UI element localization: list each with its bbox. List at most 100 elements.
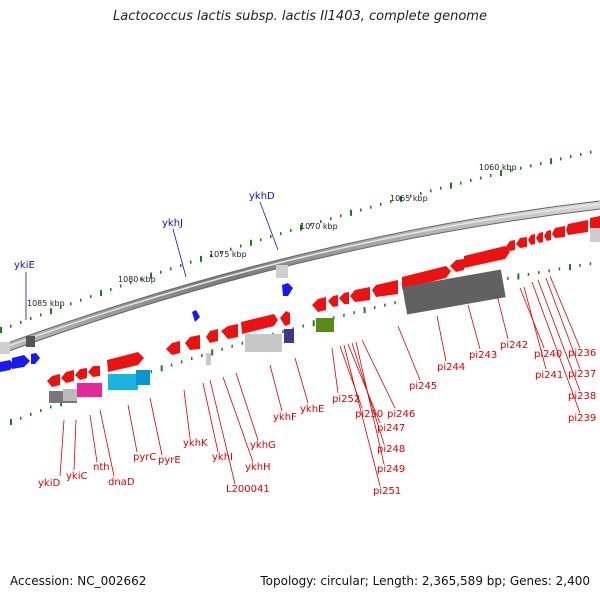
scale-labels: 1085 kbp 1080 kbp 1075 kbp 1070 kbp 1065… [27,163,517,308]
scale-tick [538,271,540,275]
gene-label: pi252 [332,394,360,405]
scale-tick [80,298,82,302]
leader-line [355,341,385,465]
scale-tick [320,220,322,224]
scale-tick [558,267,561,271]
scale-tick [200,255,202,262]
leader-line [545,277,581,370]
gene-label: pi246 [387,409,415,420]
gene-label: pi240 [534,349,562,360]
scale-tick [410,194,412,198]
leader-line [127,404,138,453]
scale-tick [540,162,542,165]
gene-label: ykhE [300,404,324,415]
scale-tick [120,284,122,288]
scale-tick [210,254,212,258]
scale-tick [333,316,335,320]
gene-label: pyrC [133,452,156,463]
accession-text: Accession: NC_002662 [10,574,147,588]
leader-line [183,389,191,439]
gene-label: pi238 [568,391,596,402]
scale-tick [520,166,522,170]
scale-tick [0,327,2,333]
scale-tick [460,181,462,185]
scale-tick [470,179,472,182]
scale-tick [160,270,162,274]
reverse-gene-labels: ykiD ykiC nth dnaD pyrC pyrE ykhK ykhI L… [38,340,596,497]
gene-arrow [282,283,293,296]
scale-tick [292,327,294,331]
scale-tick [450,182,452,189]
scale-tick [241,341,244,345]
leader-line [467,304,481,350]
scale-tick [353,311,355,315]
scale-tick [201,354,203,357]
scale-tick [580,152,582,156]
gene-label: pi243 [469,350,497,361]
leader-line [73,419,77,471]
scale-tick [570,155,572,159]
leader-line [397,325,421,381]
scale-tick [220,250,222,254]
scale-tick [221,347,223,351]
gene-label: pyrE [158,455,181,466]
scale-tick [330,217,332,221]
scale-tick [20,416,22,420]
scale-tick [290,229,292,232]
leader-line [343,344,381,487]
scale-tick [160,365,163,372]
scale-tick [211,349,214,356]
gene-label: ykiE [14,260,35,271]
scale-tick [360,208,362,212]
scale-tick [302,324,304,328]
gene-label: dnaD [108,477,135,488]
scale-tick [190,260,192,264]
scale-tick [310,223,312,226]
scale-tick [270,235,272,239]
scale-tick [50,308,52,315]
leader-line [523,286,547,370]
scale-tick [548,269,550,273]
scale-tick [420,192,422,195]
outer-tick-ring [0,150,592,333]
scale-tick [140,277,142,281]
gene-label: ykiC [66,471,87,482]
scale-tick [240,244,242,248]
scale-tick [170,363,173,367]
scale-tick [394,301,396,305]
gene-label: pi237 [568,369,596,380]
scale-tick [20,320,22,324]
scale-tick [50,405,52,409]
map-title: Lactococcus lactis subsp. lactis Il1403,… [113,9,487,24]
gene-leader-lines [59,275,581,487]
gene-label: pi236 [568,348,596,359]
leader-line [235,372,259,441]
scale-tick [500,170,502,177]
scale-tick [30,317,32,321]
scale-tick [110,288,112,291]
gene-label: pi247 [377,423,405,434]
topology-text: Topology: circular; Length: 2,365,589 bp… [260,574,590,588]
scale-tick [130,281,132,284]
leader-line [294,357,309,404]
leader-line [89,414,98,463]
scale-tick [280,232,282,236]
scale-tick [373,306,376,310]
scale-tick [250,239,252,246]
leader-line [209,379,236,485]
gene-arrow [192,310,200,322]
scale-tick [180,264,182,267]
scale-tick [517,273,520,280]
scale-tick [430,189,432,193]
gene-label: ykhI [212,452,233,463]
gene-label: pi249 [377,464,405,475]
gene-label: ykhF [273,412,297,423]
leader-line [59,419,65,477]
gene-label: pi244 [437,362,465,373]
gene-label: ykhD [249,191,275,202]
scale-tick [60,306,62,309]
leader-line [496,294,509,340]
forward-strand-genes [0,265,293,372]
scale-tick [90,295,92,299]
